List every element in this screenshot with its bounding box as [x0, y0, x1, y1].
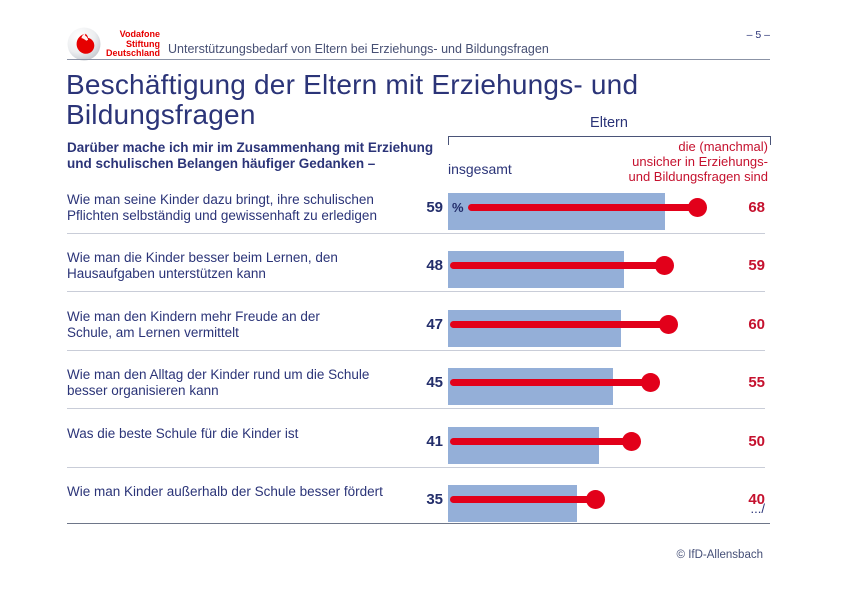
bar-insgesamt — [448, 485, 577, 522]
value-insgesamt: 47 — [426, 316, 443, 333]
value-unsicher: 60 — [748, 316, 765, 333]
lollipop-dot — [659, 314, 678, 334]
page-number: – 5 – — [746, 29, 770, 41]
chart-row: Wie man den Alltag der Kinder rund um di… — [0, 363, 858, 422]
row-label: Wie man den Alltag der Kinder rund um di… — [67, 367, 370, 398]
value-unsicher: 40 — [748, 491, 765, 508]
header-rule — [67, 59, 770, 60]
bar-insgesamt — [448, 193, 665, 230]
value-unsicher: 55 — [748, 374, 765, 391]
row-separator — [67, 233, 765, 234]
chart-row: Wie man Kinder außerhalb der Schule bess… — [0, 480, 858, 539]
value-unsicher: 50 — [748, 433, 765, 450]
value-insgesamt: 48 — [426, 257, 443, 274]
chart-row: Wie man die Kinder besser beim Lernen, d… — [0, 246, 858, 305]
value-insgesamt: 41 — [426, 433, 443, 450]
row-label: Wie man Kinder außerhalb der Schule bess… — [67, 484, 383, 499]
source-credit: © IfD-Allensbach — [676, 549, 763, 561]
lollipop-dot — [655, 255, 674, 275]
row-label: Wie man seine Kinder dazu bringt, ihre s… — [67, 192, 377, 223]
row-separator — [67, 408, 765, 409]
row-label: Wie man den Kindern mehr Freude an der S… — [67, 309, 320, 340]
header-subtitle: Unterstützungsbedarf von Eltern bei Erzi… — [168, 42, 549, 56]
bar-insgesamt — [448, 427, 599, 464]
value-unsicher: 59 — [748, 257, 765, 274]
lollipop-dot — [586, 489, 605, 509]
continuation-mark: .../ — [750, 501, 765, 516]
value-insgesamt: 59 — [426, 199, 443, 216]
series-label-insgesamt: insgesamt — [448, 161, 512, 177]
group-label-eltern: Eltern — [590, 115, 628, 131]
chart-row: Wie man den Kindern mehr Freude an der S… — [0, 305, 858, 364]
bar-insgesamt — [448, 368, 613, 405]
lollipop-dot — [622, 431, 641, 451]
vodafone-speechmark-icon — [67, 27, 101, 61]
row-separator — [67, 350, 765, 351]
value-insgesamt: 45 — [426, 374, 443, 391]
row-separator — [67, 467, 765, 468]
percent-unit: % — [452, 200, 464, 215]
lollipop-dot — [641, 372, 660, 392]
lollipop-line — [450, 261, 665, 269]
lollipop-line — [450, 437, 632, 445]
lollipop-line — [450, 378, 650, 386]
group-bracket — [448, 136, 771, 145]
page-title: Beschäftigung der Eltern mit Erziehungs-… — [66, 69, 639, 130]
bottom-rule — [67, 523, 770, 524]
lollipop-line — [468, 203, 698, 211]
lollipop-line — [450, 495, 595, 503]
bar-insgesamt — [448, 251, 624, 288]
row-label: Wie man die Kinder besser beim Lernen, d… — [67, 250, 338, 281]
value-unsicher: 68 — [748, 199, 765, 216]
lollipop-dot — [688, 197, 707, 217]
bar-insgesamt — [448, 310, 621, 347]
row-label: Was die beste Schule für die Kinder ist — [67, 426, 299, 441]
value-insgesamt: 35 — [426, 491, 443, 508]
vodafone-wordmark: Vodafone Stiftung Deutschland — [105, 29, 160, 58]
chart-row: Wie man seine Kinder dazu bringt, ihre s… — [0, 188, 858, 247]
lollipop-line — [450, 320, 669, 328]
series-label-unsicher: die (manchmal) unsicher in Erziehungs- u… — [628, 139, 769, 184]
chart-row: Was die beste Schule für die Kinder ist … — [0, 422, 858, 481]
row-separator — [67, 291, 765, 292]
chart-intro: Darüber mache ich mir im Zusammenhang mi… — [67, 140, 434, 171]
